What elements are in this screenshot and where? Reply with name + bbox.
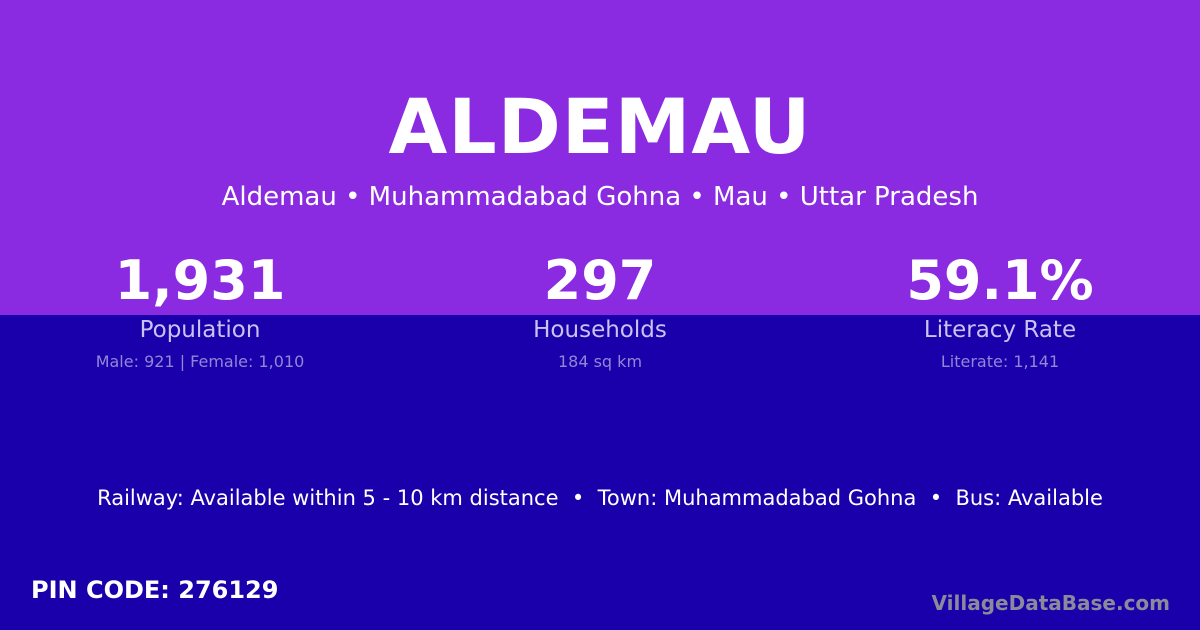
header-band [0, 0, 1200, 315]
stat-detail: Male: 921 | Female: 1,010 [95, 352, 305, 371]
amenities-line: Railway: Available within 5 - 10 km dist… [97, 486, 1103, 510]
stat-households: 297 Households 184 sq km [400, 248, 800, 371]
stat-label: Population [139, 317, 261, 343]
stat-value: 297 [543, 249, 657, 312]
stat-value: 59.1% [906, 249, 1094, 312]
stat-value: 1,931 [114, 249, 286, 312]
stat-population: 1,931 Population Male: 921 | Female: 1,0… [0, 248, 400, 371]
stat-label: Literacy Rate [923, 317, 1077, 343]
stat-literacy: 59.1% Literacy Rate Literate: 1,141 [800, 248, 1200, 371]
stat-label: Households [533, 317, 667, 343]
stat-detail: 184 sq km [557, 352, 643, 371]
brand-logo: VillageDataBase.com [931, 591, 1170, 615]
pin-code: PIN CODE: 276129 [31, 576, 279, 604]
stat-detail: Literate: 1,141 [940, 352, 1060, 371]
village-title: ALDEMAU [388, 82, 812, 171]
location-breadcrumb: Aldemau • Muhammadabad Gohna • Mau • Utt… [221, 182, 979, 212]
